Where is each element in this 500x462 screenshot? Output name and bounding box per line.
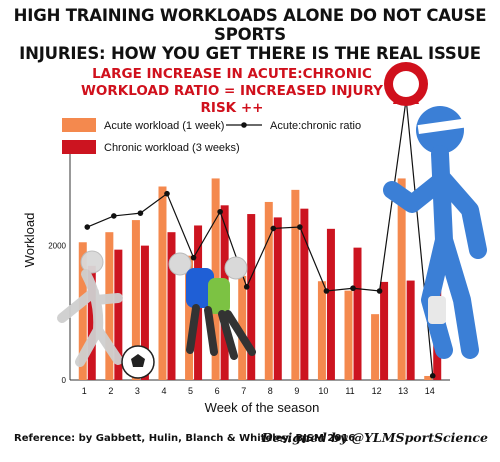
chart-title-line-2: INJURIES: HOW YOU GET THERE IS THE REAL … (19, 44, 481, 63)
bar-acute-week-7 (238, 275, 247, 380)
ratio-point-week-6 (217, 208, 223, 215)
x-axis-label: Week of the season (205, 400, 320, 415)
running-figure-illustration (57, 250, 123, 367)
bar-chronic-week-13 (406, 280, 415, 380)
x-tick-label: 11 (345, 386, 354, 396)
x-tick-label: 12 (372, 386, 382, 396)
bar-chronic-week-7 (247, 214, 256, 380)
ratio-point-week-14 (429, 373, 436, 379)
legend-label-chronic: Chronic workload (3 weeks) (104, 142, 240, 154)
x-tick-label: 9 (294, 386, 299, 396)
pin-hole-icon (393, 71, 419, 97)
ratio-point-week-12 (376, 288, 383, 294)
x-tick-label: 8 (268, 386, 273, 396)
x-tick-label: 3 (135, 386, 140, 396)
bar-chronic-week-2 (114, 249, 123, 380)
bar-chronic-week-10 (326, 228, 335, 380)
x-tick-label: 2 (108, 386, 113, 396)
x-tick-labels: 1 2 3 4 5 6 7 8 9 10 11 12 13 14 (82, 386, 435, 396)
legend-swatch-acute (62, 118, 96, 132)
bar-acute-week-4 (158, 186, 167, 380)
bar-acute-week-8 (264, 201, 273, 380)
ratio-point-week-3 (137, 210, 144, 216)
bar-acute-week-1 (78, 242, 87, 380)
x-tick-label: 1 (82, 386, 87, 396)
chart-title: HIGH TRAINING WORKLOADS ALONE DO NOT CAU… (0, 6, 500, 63)
bar-acute-week-12 (371, 314, 380, 380)
legend-label-ratio: Acute:chronic ratio (270, 120, 361, 132)
bar-acute-week-13 (397, 178, 406, 380)
bar-chronic-week-4 (167, 232, 176, 380)
bar-acute-week-5 (185, 255, 194, 380)
ratio-point-week-4 (164, 190, 170, 197)
legend-label-acute: Acute workload (1 week) (104, 120, 224, 132)
x-tick-label: 10 (318, 386, 328, 396)
bar-chronic-week-11 (353, 247, 362, 380)
callout-line-2: WORKLOAD RATIO = INCREASED INJURY RISK +… (81, 83, 383, 116)
bar-acute-week-14 (424, 375, 433, 380)
bar-chronic-week-9 (300, 208, 309, 380)
bar-acute-week-11 (344, 290, 353, 380)
ratio-point-week-11 (350, 285, 356, 292)
x-tick-label: 6 (215, 386, 220, 396)
reference-note: Reference: by Gabbett, Hulin, Blanch & W… (14, 433, 356, 444)
x-tick-label: 13 (398, 386, 408, 396)
bar-chronic-week-12 (380, 281, 389, 380)
legend: Acute workload (1 week) Chronic workload… (62, 118, 361, 154)
ratio-point-week-10 (323, 288, 330, 294)
ratio-point-week-8 (270, 225, 277, 232)
ratio-point-week-1 (84, 224, 91, 230)
x-tick-label: 5 (188, 386, 193, 396)
soccer-ball-icon (121, 345, 155, 379)
y-tick-labels: 0 2000 (48, 242, 66, 385)
y-tick-label: 2000 (48, 242, 66, 251)
bar-chronic-week-3 (140, 245, 149, 380)
bar-acute-week-3 (131, 220, 140, 380)
y-tick-label: 0 (62, 376, 67, 385)
bar-acute-week-9 (291, 189, 300, 380)
ratio-point-week-2 (111, 213, 117, 219)
legend-swatch-chronic (62, 140, 96, 154)
x-tick-label: 14 (425, 386, 435, 396)
chart-title-line-1: HIGH TRAINING WORKLOADS ALONE DO NOT CAU… (13, 6, 487, 44)
ratio-point-week-5 (190, 254, 197, 261)
ratio-series-line (87, 99, 434, 376)
bar-acute-week-2 (105, 232, 114, 380)
spike-highlight-pin (384, 62, 428, 106)
legend-marker-ratio (241, 122, 247, 128)
players-tackling-illustration (168, 252, 256, 360)
x-tick-label: 4 (161, 386, 166, 396)
callout-text: LARGE INCREASE IN ACUTE:CHRONIC WORKLOAD… (62, 66, 402, 117)
bar-acute-week-10 (317, 281, 326, 380)
bar-chronic-week-1 (87, 265, 96, 380)
ratio-point-week-9 (297, 224, 303, 230)
designer-credit: Designed by @YLMSportScience (261, 430, 488, 445)
ratio-point-week-7 (243, 284, 250, 290)
x-tick-label: 7 (241, 386, 246, 396)
bar-chronic-week-8 (273, 217, 282, 380)
y-axis-label: Workload (22, 213, 37, 268)
injured-blue-figure-illustration (383, 106, 487, 359)
callout-line-1: LARGE INCREASE IN ACUTE:CHRONIC (92, 66, 372, 82)
